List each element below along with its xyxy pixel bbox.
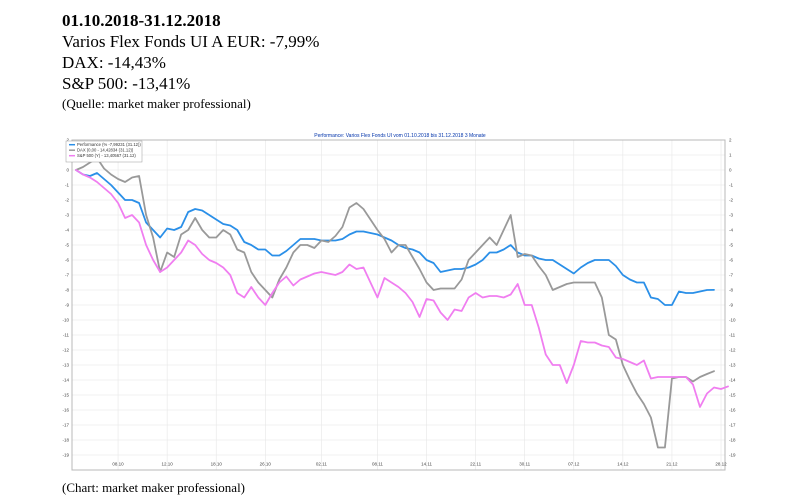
y-tick-label-left: -19 — [62, 453, 69, 458]
y-tick-label-right: -6 — [729, 258, 733, 263]
y-tick-label-left: -13 — [62, 363, 69, 368]
y-tick-label-right: -8 — [729, 288, 733, 293]
legend-label-2: S&P 500 (Y) - 13,40567 (31.12) — [77, 153, 136, 158]
period-title: 01.10.2018-31.12.2018 — [62, 11, 221, 30]
x-tick-label: 14.12 — [617, 462, 629, 467]
y-tick-label-left: 0 — [66, 168, 69, 173]
x-tick-label: 08.11 — [372, 462, 383, 467]
y-tick-label-right: 0 — [729, 168, 732, 173]
chart-caption: (Chart: market maker professional) — [62, 480, 246, 495]
y-axis-right: 2 1 0 -1 -2 -3 -4 -5 -6 -7 -8 -9 -10 -11 -12 -13 -14 -15 -… — [729, 138, 736, 458]
y-tick-label-left: -3 — [65, 213, 69, 218]
y-tick-label-right: 1 — [729, 153, 732, 158]
series-layer — [75, 157, 729, 449]
chart-grid — [72, 139, 725, 470]
y-tick-label-left: -17 — [62, 423, 69, 428]
dax-performance-line: DAX: -14,43% — [62, 53, 166, 72]
y-tick-label-right: -9 — [729, 303, 733, 308]
y-tick-label-left: -6 — [65, 258, 69, 263]
y-tick-label-right: -7 — [729, 273, 733, 278]
y-tick-label-left: -9 — [65, 303, 69, 308]
y-tick-label-right: -18 — [729, 438, 736, 443]
y-tick-label-left: -10 — [62, 318, 69, 323]
header-block: 01.10.2018-31.12.2018 Varios Flex Fonds … — [62, 10, 319, 112]
y-axis-left: 210-1-2-3-4-5-6-7-8-9-10-11-12-13-14-15-… — [62, 138, 69, 458]
y-tick-label-right: -11 — [729, 333, 736, 338]
y-tick-label-right: -12 — [729, 348, 736, 353]
x-tick-label: 28.12 — [715, 462, 727, 467]
chart-title: Performance: Varios Flex Fonds UI vom 01… — [314, 133, 486, 139]
y-tick-label-left: -12 — [62, 348, 69, 353]
y-tick-label-right: -19 — [729, 453, 736, 458]
y-tick-label-left: -14 — [62, 378, 69, 383]
sp500-performance-line: S&P 500: -13,41% — [62, 74, 191, 93]
y-tick-label-left: -16 — [62, 408, 69, 413]
series-line-0 — [75, 169, 715, 306]
y-tick-label-left: -11 — [63, 333, 70, 338]
legend-label-1: DAX (0,00 - 14,42834 (31.12)) — [77, 148, 134, 153]
y-tick-label-right: -4 — [729, 228, 733, 233]
legend-box — [65, 140, 143, 163]
y-tick-label-left: -4 — [65, 228, 69, 233]
y-tick-label-right: -14 — [729, 378, 736, 383]
y-tick-label-left: -1 — [65, 183, 69, 188]
chart-background — [60, 130, 740, 476]
y-tick-label-left: -2 — [65, 198, 69, 203]
performance-chart: Performance: Varios Flex Fonds UI vom 01… — [60, 130, 740, 476]
fund-performance-line: Varios Flex Fonds UI A EUR: -7,99% — [62, 32, 320, 51]
legend-label-0: Performance (% -7,99231 (31.12)) — [77, 142, 141, 147]
x-axis: 08.10 12.10 18.10 26.10 02.11 08.11 14.11 22.11… — [112, 462, 727, 467]
y-tick-label-right: -3 — [729, 213, 733, 218]
y-tick-label-left: -18 — [62, 438, 69, 443]
y-tick-label-right: -13 — [729, 363, 736, 368]
x-tick-label: 14.11 — [421, 462, 432, 467]
x-tick-label: 21.12 — [666, 462, 678, 467]
y-tick-label-right: -1 — [729, 183, 733, 188]
y-tick-label-right: -2 — [729, 198, 733, 203]
x-tick-label: 12.10 — [162, 462, 174, 467]
series-line-1 — [75, 157, 715, 449]
x-tick-label: 07.12 — [568, 462, 580, 467]
y-tick-label-right: -5 — [729, 243, 733, 248]
x-tick-label: 08.10 — [112, 462, 124, 467]
x-tick-label: 22.11 — [470, 462, 481, 467]
y-tick-label-left: -8 — [65, 288, 69, 293]
x-tick-label: 30.11 — [519, 462, 530, 467]
x-tick-label: 02.11 — [316, 462, 327, 467]
y-tick-label-left: -15 — [62, 393, 69, 398]
y-tick-label-right: -10 — [729, 318, 736, 323]
x-tick-label: 26.10 — [260, 462, 272, 467]
y-tick-label-right: 2 — [729, 138, 732, 143]
y-tick-label-left: -5 — [65, 243, 69, 248]
plot-frame — [71, 139, 726, 471]
series-line-2 — [75, 169, 729, 408]
y-tick-label-left: 2 — [66, 138, 69, 143]
source-note: (Quelle: market maker professional) — [62, 96, 251, 111]
x-tick-label: 18.10 — [211, 462, 223, 467]
y-tick-label-left: -7 — [65, 273, 69, 278]
y-tick-label-right: -16 — [729, 408, 736, 413]
chart-legend: Performance (% -7,99231 (31.12))DAX (0,0… — [65, 140, 143, 163]
y-tick-label-right: -17 — [729, 423, 736, 428]
y-tick-label-right: -15 — [729, 393, 736, 398]
